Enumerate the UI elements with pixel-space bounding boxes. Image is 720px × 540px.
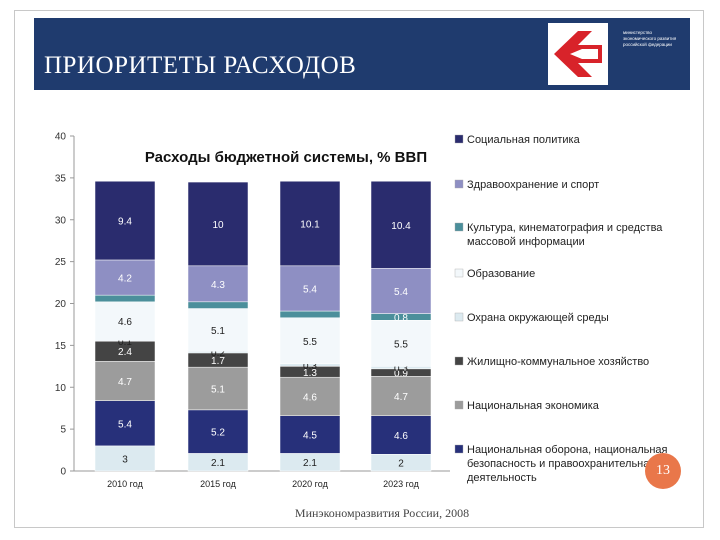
data-label: 0.2 <box>211 348 225 359</box>
data-label: 5.4 <box>118 419 132 430</box>
y-tick-label: 35 <box>55 173 67 184</box>
page-number-badge: 13 <box>645 453 681 489</box>
bar-segment <box>94 180 156 261</box>
ministry-logo <box>548 23 608 85</box>
legend-swatch <box>454 268 464 278</box>
data-label: 4.7 <box>118 377 132 388</box>
source-note: Минэкономразвития России, 2008 <box>294 506 470 520</box>
y-tick-label: 0 <box>60 467 66 478</box>
bar-segment <box>279 317 341 365</box>
data-label: 9.4 <box>118 217 132 228</box>
data-label: 1.3 <box>303 368 317 379</box>
ministry-logo-text: министерство экономического развития рос… <box>623 30 677 47</box>
legend-label: Охрана окружающей среды <box>467 312 609 324</box>
bar-segment <box>279 415 341 454</box>
legend-label: Культура, кинематография и средства <box>467 222 663 234</box>
legend-swatch <box>454 400 464 410</box>
legend-label: массовой информации <box>467 236 585 248</box>
data-label: 2.4 <box>118 347 132 358</box>
data-label: 4.2 <box>118 274 132 285</box>
bar-segment <box>94 259 156 296</box>
data-label: 5.4 <box>303 284 317 295</box>
bar-segment <box>370 376 432 416</box>
chart-title: Расходы бюджетной системы, % ВВП <box>145 149 427 166</box>
data-label: 5.1 <box>211 326 225 337</box>
data-label: 2.1 <box>303 458 317 469</box>
legend-label: Национальная экономика <box>467 400 600 412</box>
y-tick-label: 20 <box>55 299 67 310</box>
data-label: 10.1 <box>300 220 320 231</box>
data-label: 2.1 <box>211 458 225 469</box>
bar-segment <box>94 361 156 401</box>
bar-segment <box>370 268 432 314</box>
data-label: 4.6 <box>118 317 132 328</box>
bar-segment <box>279 376 341 416</box>
bar-segment <box>370 415 432 455</box>
legend-swatch <box>454 179 464 189</box>
data-label: 3 <box>122 454 128 465</box>
data-label: 5.4 <box>394 287 408 298</box>
y-tick-label: 40 <box>55 132 67 143</box>
legend-label: Национальная оборона, национальная <box>467 444 668 456</box>
slide-title: ПРИОРИТЕТЫ РАСХОДОВ <box>44 52 357 79</box>
data-label: 4.6 <box>303 392 317 403</box>
x-tick-label: 2020 год <box>292 479 328 489</box>
data-label: 0.1 <box>118 337 132 348</box>
bar-segment <box>187 301 249 309</box>
y-tick-label: 10 <box>55 383 67 394</box>
bar-segment <box>94 400 156 447</box>
y-tick-label: 30 <box>55 215 67 226</box>
bar-segment <box>94 294 156 303</box>
x-tick-label: 2023 год <box>383 479 419 489</box>
data-label: 0.3 <box>303 361 317 372</box>
x-tick-label: 2015 год <box>200 479 236 489</box>
bar-segment <box>187 181 249 267</box>
legend-label: Социальная политика <box>467 134 581 146</box>
data-label: 4.3 <box>211 280 225 291</box>
bar-segment <box>279 265 341 312</box>
data-label: 10.4 <box>391 221 411 232</box>
y-tick-label: 15 <box>55 341 67 352</box>
legend-label: безопасность и правоохранительная <box>467 458 655 470</box>
legend-label: деятельность <box>467 472 537 484</box>
data-label: 5.5 <box>303 337 317 348</box>
legend-swatch <box>454 356 464 366</box>
legend-label: Жилищно-коммунальное хозяйство <box>467 356 649 368</box>
legend-swatch <box>454 134 464 144</box>
data-label: 5.2 <box>211 428 225 439</box>
data-label: 5.5 <box>394 339 408 350</box>
bar-segment <box>279 310 341 318</box>
x-tick-label: 2010 год <box>107 479 143 489</box>
data-label: 1.7 <box>211 356 225 367</box>
legend-label: Образование <box>467 268 535 280</box>
data-label: 4.6 <box>394 431 408 442</box>
bar-segment <box>187 409 249 454</box>
data-label: 4.5 <box>303 431 317 442</box>
data-label: 0.8 <box>394 313 408 324</box>
bar-segment <box>370 180 432 269</box>
bar-segment <box>187 366 249 411</box>
data-label: 10 <box>212 220 224 231</box>
legend-swatch <box>454 222 464 232</box>
bar-segment <box>94 445 156 472</box>
legend-swatch <box>454 444 464 454</box>
bar-segment <box>279 180 341 267</box>
data-label: 4.7 <box>394 392 408 403</box>
data-label: 0.3 <box>394 364 408 375</box>
y-tick-label: 25 <box>55 257 67 268</box>
bar-segment <box>187 308 249 352</box>
data-label: 2 <box>398 459 404 470</box>
data-label: 0.9 <box>394 369 408 380</box>
bar-segment <box>187 265 249 303</box>
legend-swatch <box>454 312 464 322</box>
arrow-logo-icon <box>554 31 602 77</box>
y-tick-label: 5 <box>60 425 66 436</box>
legend-label: Здравоохранение и спорт <box>467 179 599 191</box>
data-label: 5.1 <box>211 385 225 396</box>
